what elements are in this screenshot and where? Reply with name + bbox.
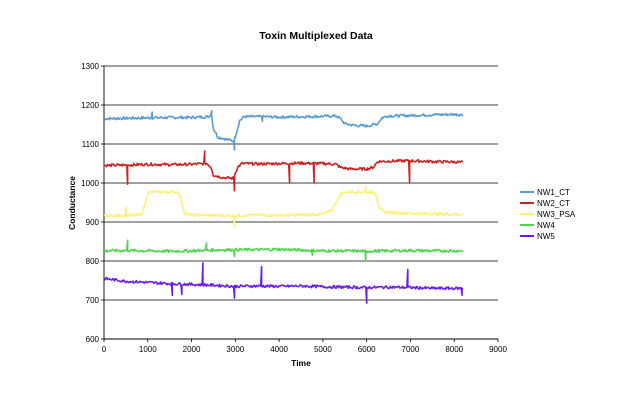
y-tick-label: 1200 [81,101,99,110]
legend: NW1_CT NW2_CT NW3_PSA NW4 NW5 [520,188,576,241]
x-tick-label: 2000 [183,345,201,354]
x-tick-label: 1000 [139,345,157,354]
x-tick-label: 0 [102,345,107,354]
y-tick-label: 1100 [82,140,100,149]
x-tick-label: 6000 [358,345,376,354]
series-line-nw3-psa [103,186,464,227]
legend-label-nw5: NW5 [537,232,555,241]
y-tick-label: 1000 [81,179,99,188]
y-tick-label: 800 [86,257,100,266]
y-tick-label: 700 [86,296,100,305]
series-line-nw5 [103,262,464,304]
legend-label-nw4: NW4 [537,221,555,230]
legend-label-nw3-psa: NW3_PSA [537,210,576,219]
x-tick-label: 9000 [489,345,507,354]
y-tick-label: 900 [86,218,100,227]
x-axis-title: Time [291,358,311,368]
legend-label-nw1-ct: NW1_CT [537,188,570,197]
legend-label-nw2-ct: NW2_CT [537,199,570,208]
chart-title: Toxin Multiplexed Data [259,30,373,42]
x-tick-label: 3000 [226,345,244,354]
series-line-nw2-ct [103,150,463,192]
series-line-nw1-ct [103,110,464,151]
plot-area: 600 700 800 900 1000 1100 1200 1300 0 1000 2000 300… [81,62,507,354]
x-tick-label: 8000 [445,345,463,354]
y-axis-title: Conductance [67,176,77,230]
series-line-nw4 [103,239,464,262]
x-tick-label: 7000 [402,345,420,354]
x-tick-label: 4000 [270,345,288,354]
x-tick-label: 5000 [314,345,332,354]
y-tick-label: 600 [86,335,100,344]
y-tick-label: 1300 [81,62,99,71]
